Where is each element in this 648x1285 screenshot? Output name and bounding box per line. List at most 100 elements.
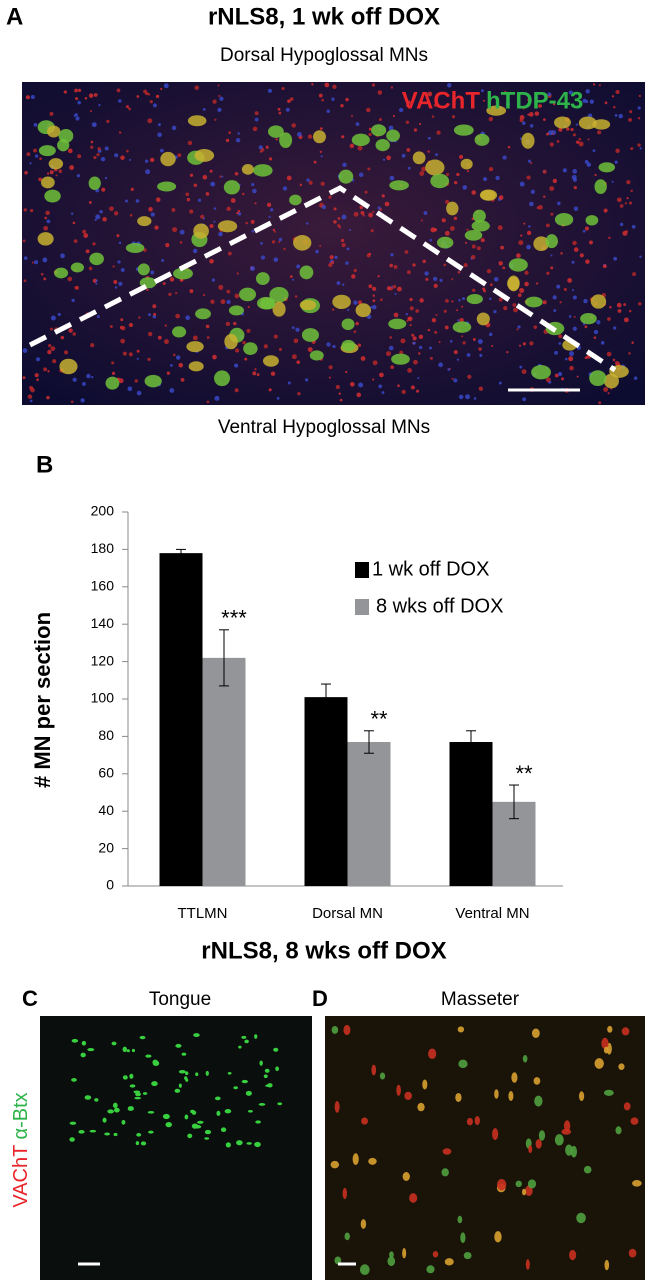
texture-dot (89, 1129, 97, 1133)
texture-dot (461, 335, 464, 338)
texture-dot (46, 395, 50, 400)
texture-dot (529, 201, 534, 207)
texture-dot (392, 114, 395, 118)
texture-cell (272, 301, 286, 317)
texture-dot (596, 320, 601, 325)
texture-dot (281, 86, 285, 91)
texture-cell (355, 303, 372, 318)
texture-dot (360, 211, 365, 215)
texture-dot (409, 324, 412, 327)
texture-dot (95, 282, 98, 285)
texture-dot (285, 107, 290, 112)
texture-dot (140, 1141, 147, 1146)
texture-dot (172, 353, 176, 357)
texture-dot (268, 215, 271, 218)
micrograph-texture (22, 82, 642, 405)
texture-dot (547, 130, 553, 136)
texture-dot (113, 1132, 118, 1137)
texture-dot (558, 342, 562, 345)
texture-dot (143, 89, 147, 94)
texture-dot (389, 263, 393, 268)
texture-dot (283, 247, 286, 251)
texture-dot (96, 153, 100, 157)
texture-dot (533, 325, 538, 329)
texture-dot (377, 275, 380, 278)
texture-cell (375, 138, 390, 152)
texture-dot (507, 145, 511, 149)
texture-dot (127, 386, 133, 392)
texture-dot (311, 83, 314, 86)
texture-dot (353, 300, 358, 305)
texture-dot (549, 186, 555, 191)
texture-dot (592, 149, 596, 153)
texture-dot (443, 309, 447, 313)
texture-dot (337, 217, 341, 220)
texture-dot (122, 1046, 128, 1052)
texture-dot (252, 371, 257, 376)
texture-dot (282, 186, 288, 191)
texture-dot (341, 214, 347, 220)
texture-dot (409, 1193, 418, 1203)
texture-dot (55, 174, 58, 177)
texture-dot (407, 166, 411, 170)
texture-dot (178, 362, 184, 368)
texture-dot (572, 326, 577, 331)
texture-dot (386, 351, 391, 357)
texture-dot (255, 1120, 261, 1124)
texture-dot (50, 346, 56, 352)
texture-dot (291, 123, 296, 128)
texture-dot (571, 289, 575, 292)
texture-cell (341, 339, 356, 352)
texture-dot (573, 206, 579, 211)
texture-cell (89, 252, 104, 266)
texture-dot (205, 324, 210, 329)
texture-dot (370, 306, 373, 309)
texture-dot (82, 382, 86, 386)
texture-dot (81, 1040, 87, 1046)
texture-dot (388, 125, 394, 131)
texture-dot (545, 377, 551, 383)
texture-dot (353, 330, 357, 333)
texture-dot (538, 1130, 546, 1141)
texture-dot (145, 1054, 152, 1058)
texture-cell (241, 164, 254, 175)
texture-dot (518, 240, 524, 246)
texture-dot (349, 228, 352, 232)
texture-dot (135, 199, 140, 203)
texture-dot (457, 1026, 465, 1033)
texture-dot (463, 263, 468, 268)
texture-dot (236, 211, 239, 215)
texture-dot (46, 172, 50, 175)
texture-dot (328, 365, 333, 370)
texture-dot (543, 195, 546, 198)
texture-dot (466, 353, 471, 357)
texture-dot (360, 1219, 367, 1229)
texture-dot (569, 351, 574, 357)
texture-cell (193, 223, 209, 239)
texture-dot (189, 289, 194, 294)
texture-dot (603, 1046, 609, 1054)
texture-dot (527, 113, 530, 116)
texture-dot (626, 197, 629, 200)
texture-cell (279, 132, 293, 149)
texture-dot (428, 136, 431, 140)
texture-dot (101, 187, 106, 192)
texture-dot (575, 140, 580, 144)
texture-dot (177, 153, 182, 158)
texture-dot (607, 317, 611, 321)
texture-dot (142, 1092, 148, 1095)
texture-dot (340, 103, 344, 108)
texture-cell (474, 133, 490, 146)
texture-dot (598, 84, 601, 87)
texture-dot (126, 1049, 130, 1053)
texture-dot (225, 138, 230, 143)
texture-dot (477, 339, 483, 345)
texture-dot (600, 341, 605, 345)
texture-dot (472, 338, 476, 341)
texture-dot (297, 132, 302, 137)
texture-dot (191, 1123, 199, 1129)
texture-dot (558, 334, 563, 339)
texture-dot (586, 162, 592, 167)
texture-cell (332, 294, 351, 310)
